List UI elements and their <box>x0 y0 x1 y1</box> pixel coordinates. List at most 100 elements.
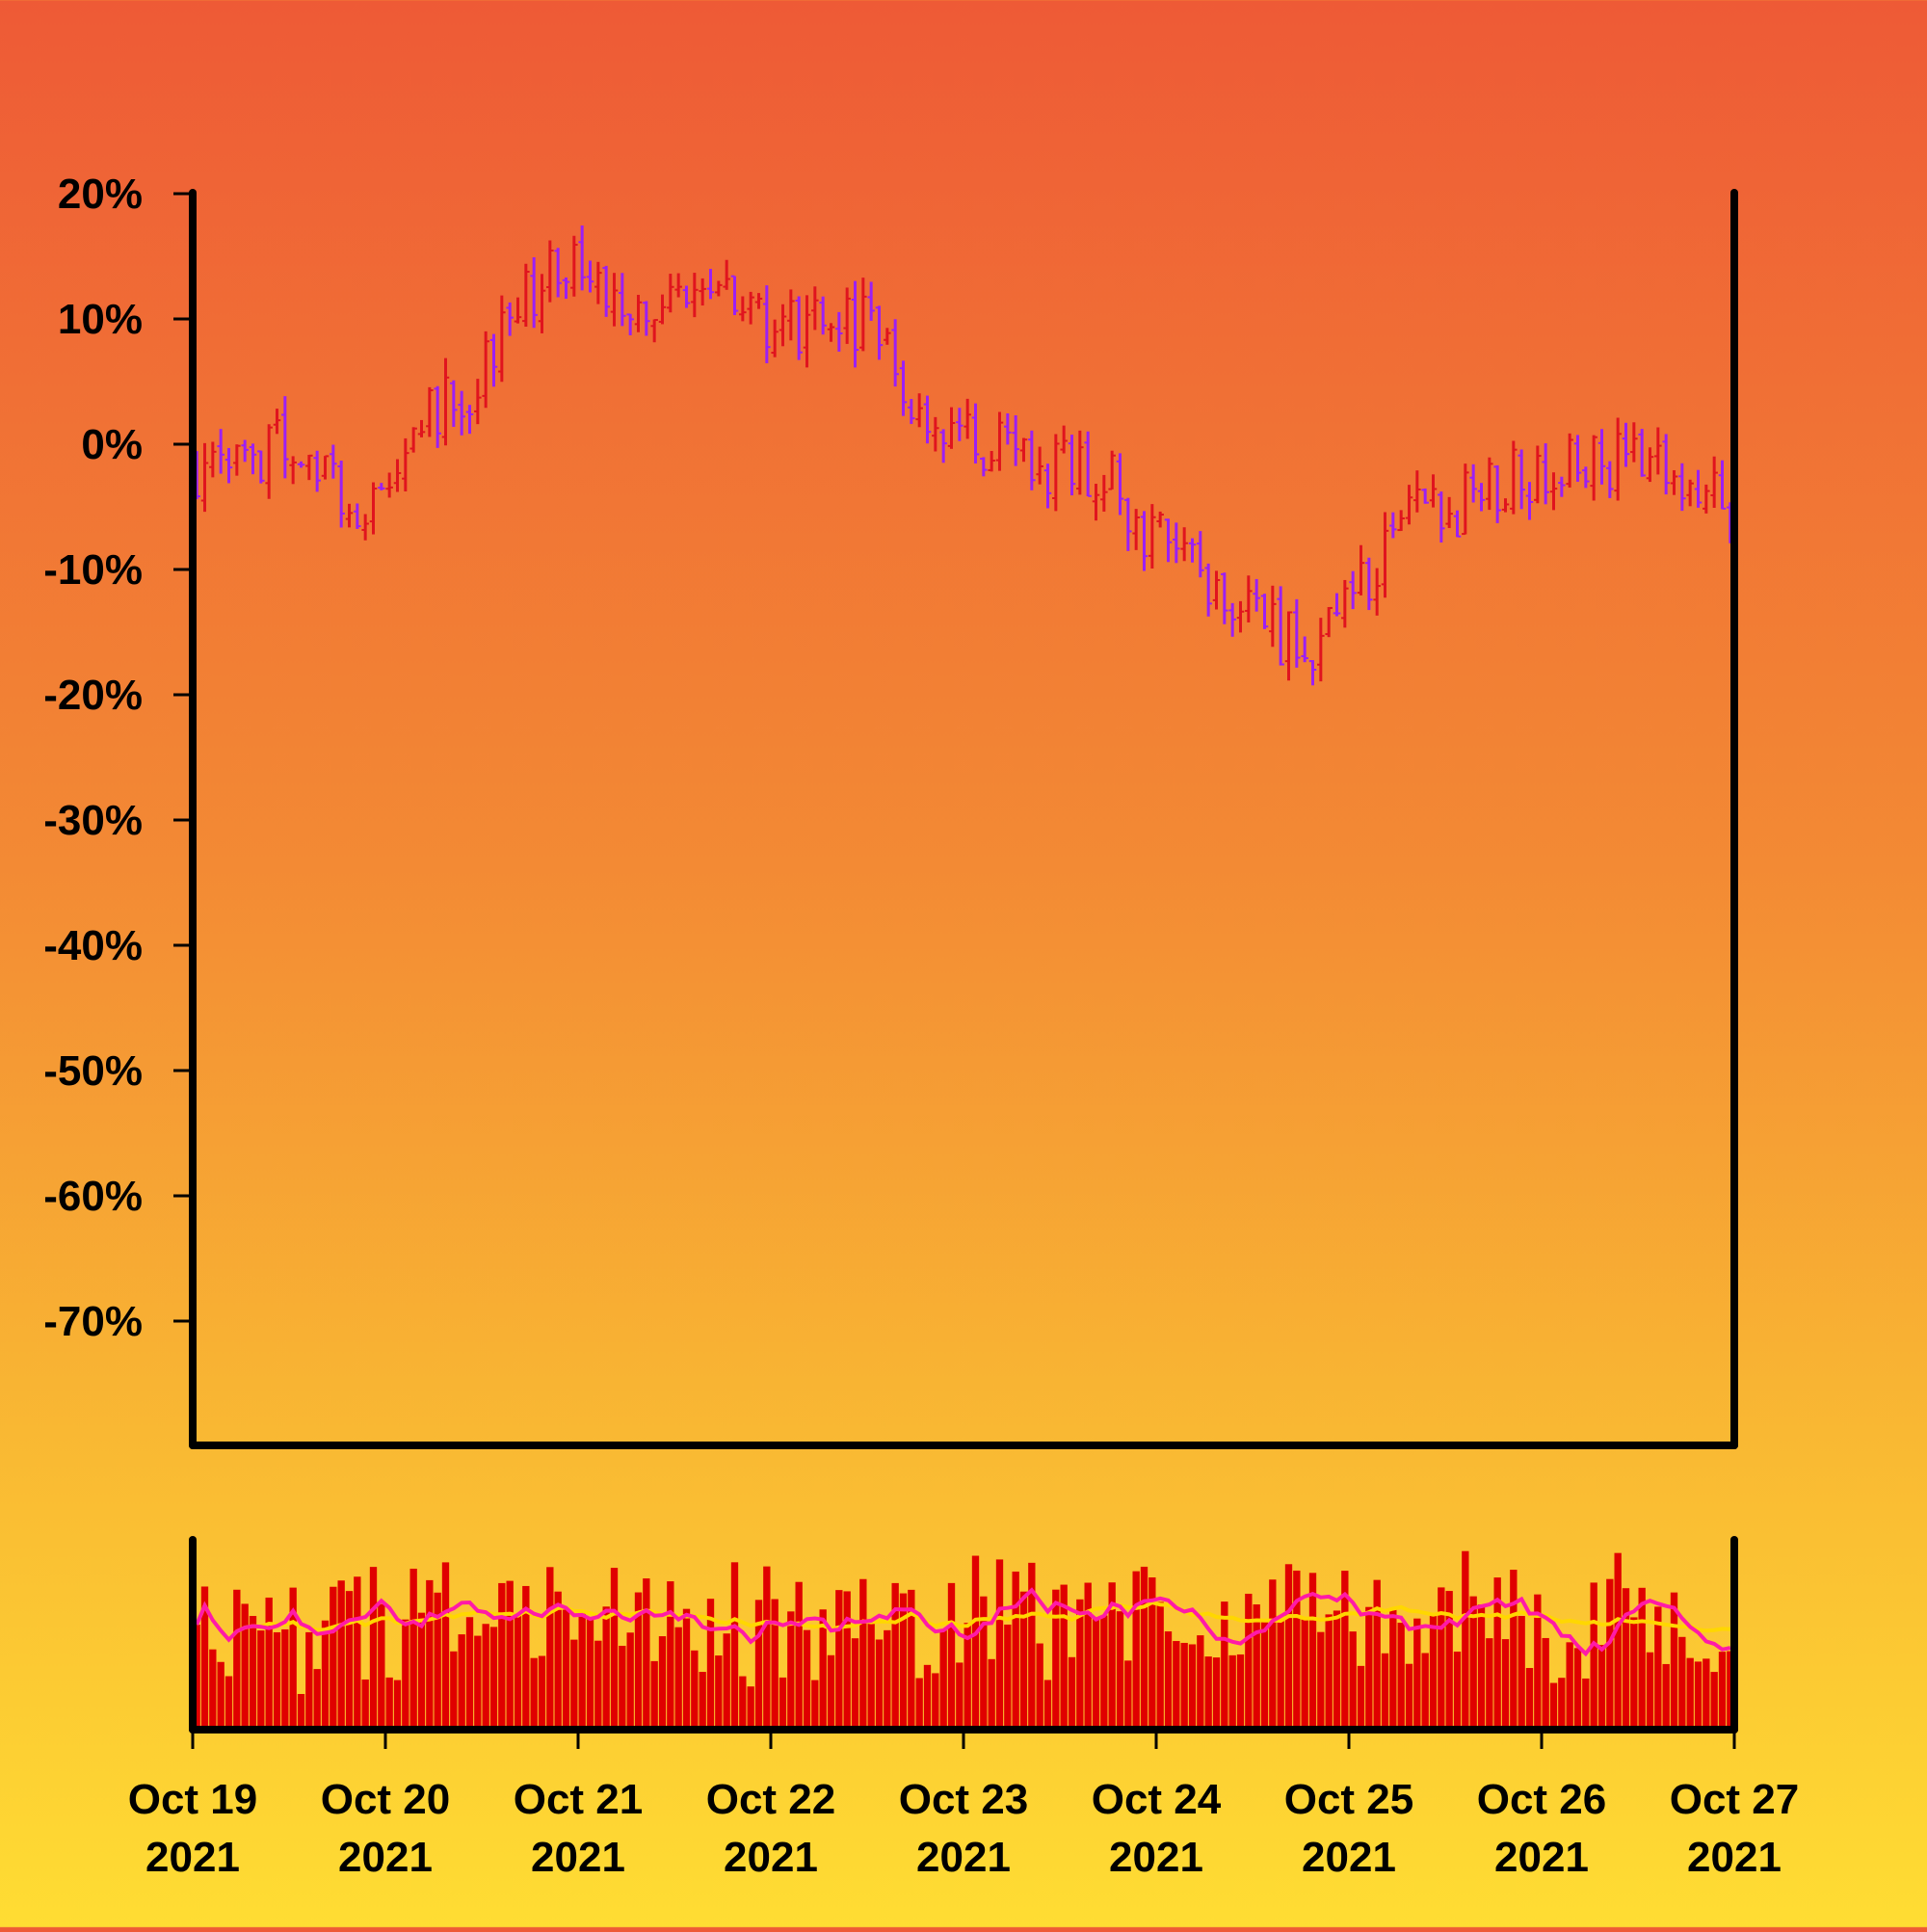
ohlc-bar <box>610 273 619 327</box>
volume-bar <box>1180 1642 1188 1730</box>
volume-bar <box>995 1559 1004 1730</box>
ohlc-bar <box>723 259 730 290</box>
volume-bar <box>980 1596 988 1730</box>
volume-bar <box>200 1586 209 1730</box>
ohlc-bar <box>409 427 417 453</box>
volume-bar <box>932 1673 939 1730</box>
volume-bar <box>1518 1616 1525 1730</box>
ohlc-bar <box>884 328 891 345</box>
volume-bar <box>1028 1562 1036 1730</box>
volume-bar <box>1534 1594 1542 1730</box>
volume-bar <box>891 1582 899 1730</box>
x-tick-label-year: 2021 <box>724 1834 818 1881</box>
ohlc-bar <box>1405 485 1413 525</box>
ohlc-bar <box>1373 568 1381 616</box>
ohlc-bar <box>995 411 1004 471</box>
ohlc-bar <box>578 225 586 291</box>
ohlc-bar <box>1694 469 1703 508</box>
volume-bar <box>923 1664 932 1730</box>
ohlc-bar <box>1510 440 1518 515</box>
ohlc-bar <box>1012 415 1019 466</box>
ohlc-bar <box>1381 512 1389 598</box>
volume-bar <box>554 1591 562 1730</box>
volume-bar <box>1413 1618 1421 1730</box>
volume-bar <box>1686 1657 1694 1730</box>
volume-bar <box>1397 1623 1405 1730</box>
ohlc-bar <box>851 280 859 368</box>
volume-bar <box>594 1640 602 1730</box>
volume-bar <box>522 1585 530 1730</box>
volume-bar <box>875 1639 884 1730</box>
ohlc-bar <box>1173 522 1180 564</box>
ohlc-bar <box>522 263 530 327</box>
volume-bar <box>1245 1593 1253 1730</box>
volume-bar <box>441 1562 450 1730</box>
volume-bar <box>281 1628 289 1730</box>
ohlc-bar <box>899 360 908 416</box>
ohlc-bar <box>1638 429 1646 477</box>
volume-bar <box>1204 1656 1212 1730</box>
ohlc-bar <box>1228 602 1236 637</box>
x-tick-label-year: 2021 <box>1687 1834 1782 1881</box>
x-tick-label-date: Oct 20 <box>321 1776 451 1823</box>
x-tick-label-date: Oct 26 <box>1477 1776 1607 1823</box>
volume-bar <box>562 1608 570 1730</box>
ohlc-bar <box>827 323 835 342</box>
x-tick-label-year: 2021 <box>1109 1834 1203 1881</box>
volume-bar <box>1405 1663 1413 1730</box>
volume-bars <box>193 1550 1734 1730</box>
volume-bar <box>1036 1643 1043 1730</box>
volume-bar <box>1727 1651 1734 1730</box>
volume-bar <box>1100 1615 1108 1730</box>
volume-bar <box>1060 1584 1068 1730</box>
ohlc-bar <box>482 331 489 409</box>
volume-bar <box>747 1686 754 1730</box>
ohlc-bar <box>626 313 634 335</box>
ohlc-bar <box>1597 429 1606 485</box>
x-axis-ticks: Oct 19 2021 Oct 20 2021 Oct 21 2021 Oct 22 2021… <box>128 1730 1799 1881</box>
volume-bar <box>330 1586 337 1730</box>
volume-bar <box>305 1631 313 1730</box>
ohlc-bar <box>498 295 506 383</box>
volume-bar <box>1566 1642 1573 1730</box>
volume-bar <box>1076 1599 1084 1730</box>
volume-bar <box>1703 1658 1710 1730</box>
volume-bar <box>619 1645 626 1730</box>
ohlc-bar <box>450 380 458 428</box>
volume-bar <box>1236 1654 1245 1730</box>
volume-bar <box>634 1592 643 1730</box>
ohlc-bar <box>730 275 739 316</box>
ohlc-bar <box>763 285 771 364</box>
ohlc-bar <box>233 444 241 476</box>
volume-bar <box>345 1591 354 1730</box>
volume-bar <box>265 1597 273 1730</box>
ohlc-bar <box>1188 538 1197 563</box>
ohlc-bar <box>209 441 217 478</box>
ohlc-bar <box>1438 491 1445 543</box>
ohlc-bar <box>619 273 626 327</box>
ohlc-bar <box>1156 511 1164 528</box>
volume-bar <box>1614 1552 1622 1730</box>
ohlc-bar <box>843 287 851 344</box>
volume-bar <box>257 1630 265 1730</box>
y-tick-label: 0% <box>81 421 143 468</box>
volume-slow-ma-line <box>195 1600 1730 1643</box>
volume-bar <box>674 1627 682 1730</box>
volume-bar <box>1429 1615 1438 1730</box>
ohlc-bar <box>1284 611 1293 681</box>
ohlc-bar <box>417 419 426 437</box>
volume-bar <box>1084 1582 1092 1730</box>
ohlc-bar <box>265 424 273 499</box>
ohlc-bar <box>1019 437 1028 463</box>
volume-bar <box>1004 1624 1012 1730</box>
volume-bar <box>1469 1596 1477 1730</box>
price-bars <box>193 225 1734 686</box>
ohlc-bar <box>1630 422 1638 463</box>
ohlc-bar <box>1686 479 1694 507</box>
volume-bar <box>361 1679 369 1730</box>
ohlc-bar <box>971 403 980 463</box>
ohlc-bar <box>273 409 281 435</box>
volume-bar <box>1421 1653 1429 1730</box>
ohlc-bar <box>1549 472 1558 511</box>
